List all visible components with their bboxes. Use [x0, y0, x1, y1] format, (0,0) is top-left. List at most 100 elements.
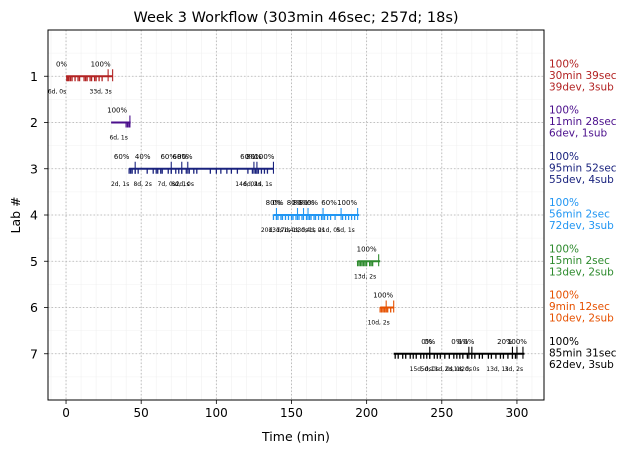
- count-label: 20d, 1s: [261, 227, 283, 234]
- y-tick-label: 5: [30, 254, 38, 269]
- lab-2-summary-line: 6dev, 1sub: [549, 128, 608, 140]
- percent-label: 100%: [507, 338, 527, 346]
- y-tick-label: 2: [30, 115, 38, 130]
- count-label: 4d, 0s: [306, 227, 324, 234]
- count-label: 2d, 0s: [461, 366, 479, 373]
- percent-label: 0%: [307, 199, 318, 207]
- lab-4-summary-line: 56min 2sec: [549, 209, 610, 221]
- count-label: 1d, 0s: [454, 366, 472, 373]
- lab-5-summary-line: 13dev, 2sub: [549, 266, 614, 278]
- lab-4-summary-line: 72dev, 3sub: [549, 220, 614, 232]
- lab-7-summary-line: 85min 31sec: [549, 347, 617, 359]
- percent-label: 60%: [240, 153, 256, 161]
- y-axis-label: Lab #: [8, 196, 23, 233]
- x-tick-label: 0: [62, 406, 70, 420]
- y-tick-label: 6: [30, 300, 38, 315]
- lab-4-summary-line: 100%: [549, 197, 579, 209]
- count-label: 2d, 1s: [254, 181, 272, 188]
- lab-6-summary-line: 10dev, 2sub: [549, 313, 614, 325]
- lab-1-summary-line: 39dev, 3sub: [549, 81, 614, 93]
- count-label: 14d, 0s: [235, 181, 257, 188]
- count-label: 6d, 1s: [109, 135, 127, 142]
- lab-6-summary-line: 100%: [549, 290, 579, 302]
- count-label: 33d, 3s: [90, 88, 112, 95]
- y-tick-label: 3: [30, 161, 38, 176]
- count-label: 2d, 0s: [176, 181, 194, 188]
- count-label: 5d, 0s: [421, 366, 439, 373]
- percent-label: 0%: [457, 338, 468, 346]
- count-label: 6d, 1s: [243, 181, 261, 188]
- lab-3-timeline: 60% 40% 60%60%80% 60%80%100%2d, 1s 8d, 2s 7d,…: [111, 153, 275, 188]
- lab-2-summary-line: 100%: [549, 105, 579, 117]
- lab-7-summary-line: 100%: [549, 336, 579, 348]
- count-label: 3d, 2s: [505, 366, 523, 373]
- lab-3-summary-line: 55dev, 4sub: [549, 174, 614, 186]
- percent-label: 80%: [299, 199, 315, 207]
- count-label: 13d, 1s: [486, 366, 508, 373]
- lab-6-summary-line: 9min 12sec: [549, 301, 610, 313]
- count-label: 13d, 2s: [354, 273, 376, 280]
- percent-label: 40%: [135, 153, 151, 161]
- x-tick-label: 300: [505, 406, 528, 420]
- y-tick-label: 4: [30, 208, 38, 223]
- percent-label: 80%: [177, 153, 193, 161]
- count-label: 11d, 0s: [431, 366, 453, 373]
- percent-label: 0%: [451, 338, 462, 346]
- percent-label: 100%: [373, 292, 393, 300]
- y-tick-label: 1: [30, 69, 38, 84]
- count-label: 5d, 1s: [336, 227, 354, 234]
- lab-1-summary-line: 100%: [549, 58, 579, 70]
- lab-3-summary-line: 100%: [549, 151, 579, 163]
- count-label: 7d, 0s: [158, 181, 176, 188]
- x-tick-label: 50: [134, 406, 149, 420]
- percent-label: 60%: [172, 153, 188, 161]
- count-label: 4d, 0s: [290, 227, 308, 234]
- x-tick-label: 150: [280, 406, 303, 420]
- count-label: 7d, 1s: [281, 227, 299, 234]
- percent-label: 100%: [107, 107, 127, 115]
- lab-2-timeline: 100% 6d, 1s: [107, 107, 131, 142]
- count-label: 13d, 1s: [268, 227, 290, 234]
- percent-label: 0%: [56, 60, 67, 68]
- count-label: 3d, 1s: [297, 227, 315, 234]
- x-tick-label: 200: [355, 406, 378, 420]
- percent-label: 60%: [114, 153, 130, 161]
- lab-5-summary-line: 15min 2sec: [549, 255, 610, 267]
- x-tick-label: 250: [430, 406, 453, 420]
- lab-2-summary-line: 11min 28sec: [549, 116, 617, 128]
- percent-label: 0%: [463, 338, 474, 346]
- percent-label: 80%: [246, 153, 262, 161]
- percent-label: 0%: [272, 199, 283, 207]
- percent-label: 80%: [266, 199, 282, 207]
- y-tick-label: 7: [30, 346, 38, 361]
- percent-label: 0%: [424, 338, 435, 346]
- percent-label: 60%: [160, 153, 176, 161]
- count-label: 6d, 1s: [171, 181, 189, 188]
- count-label: 2d, 1s: [111, 181, 129, 188]
- axes: 0 50 100 150 200 250 300 1 2 3 4 5 6 7: [30, 69, 528, 420]
- percent-label: 100%: [254, 153, 274, 161]
- percent-label: 100%: [91, 60, 111, 68]
- percent-label: 0%: [421, 338, 432, 346]
- count-label: 2d, 0s: [445, 366, 463, 373]
- lab-3-summary-line: 95min 52sec: [549, 162, 617, 174]
- count-label: 8d, 2s: [133, 181, 151, 188]
- percent-label: 20%: [497, 338, 513, 346]
- count-label: 6d, 0s: [48, 88, 66, 95]
- lab-5-timeline: 100% 13d, 2s: [354, 245, 381, 280]
- lab-6-timeline: 100% 10d, 2s: [368, 292, 395, 327]
- x-tick-label: 100: [205, 406, 228, 420]
- chart-title: Week 3 Workflow (303min 46sec; 257d; 18s…: [133, 10, 458, 26]
- percent-label: 100%: [337, 199, 357, 207]
- percent-label: 80%: [287, 199, 303, 207]
- lab-1-timeline: 0% 100% 6d, 0s 33d, 3s: [48, 60, 114, 95]
- lab-1-summary-line: 30min 39sec: [549, 70, 617, 82]
- lab-5-summary-line: 100%: [549, 243, 579, 255]
- count-label: 10d, 2s: [368, 320, 390, 327]
- count-label: 21d, 0s: [318, 227, 340, 234]
